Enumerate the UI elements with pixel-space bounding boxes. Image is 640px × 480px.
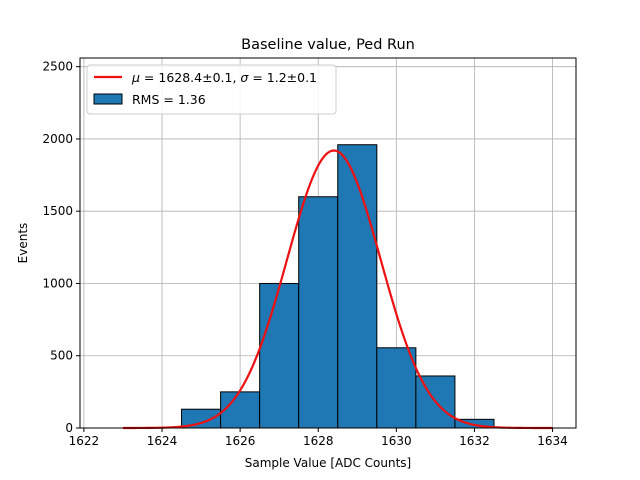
x-axis-label: Sample Value [ADC Counts] <box>245 456 411 470</box>
y-tick-label: 1500 <box>42 204 73 218</box>
legend-hist-swatch <box>93 93 123 105</box>
x-tick-label: 1632 <box>459 434 490 448</box>
histogram-bar <box>220 391 261 429</box>
legend-box <box>86 64 337 115</box>
x-tick-label: 1630 <box>381 434 412 448</box>
x-tick-label: 1634 <box>537 434 568 448</box>
y-tick-label: 2000 <box>42 132 73 146</box>
fit-curve-layer <box>122 149 553 430</box>
legend-sigma-symbol: σ <box>240 70 249 85</box>
histogram-bar <box>298 196 339 429</box>
y-tick-label: 1000 <box>42 276 73 290</box>
legend-sigma-text: = 1.2±0.1 <box>248 70 317 85</box>
legend: μ = 1628.4±0.1, σ = 1.2±0.1 RMS = 1.36 <box>86 64 337 115</box>
legend-mu-text: = 1628.4±0.1, <box>140 70 240 85</box>
x-tick-label: 1626 <box>225 434 256 448</box>
plot-frame <box>79 57 577 429</box>
legend-fit-label: μ = 1628.4±0.1, σ = 1.2±0.1 <box>131 70 317 85</box>
chart-title: Baseline value, Ped Run <box>241 37 415 53</box>
y-tick-label: 0 <box>65 421 73 435</box>
y-tick-label: 2500 <box>42 60 73 74</box>
legend-hist-label: RMS = 1.36 <box>132 92 206 107</box>
histogram-bar <box>376 347 417 429</box>
histogram-bar <box>259 282 300 429</box>
x-tick-label: 1622 <box>69 434 100 448</box>
y-axis-label: Events <box>16 223 30 264</box>
x-tick-label: 1624 <box>147 434 178 448</box>
y-tick-label: 500 <box>50 349 73 363</box>
histogram-bar <box>337 144 378 429</box>
axis-ticks: 1622 1624 1626 1628 1630 1632 1634 0 500 1000 1500… <box>42 60 567 448</box>
fit-curve <box>122 149 553 430</box>
legend-mu-symbol: μ <box>131 70 140 85</box>
x-tick-label: 1628 <box>303 434 334 448</box>
